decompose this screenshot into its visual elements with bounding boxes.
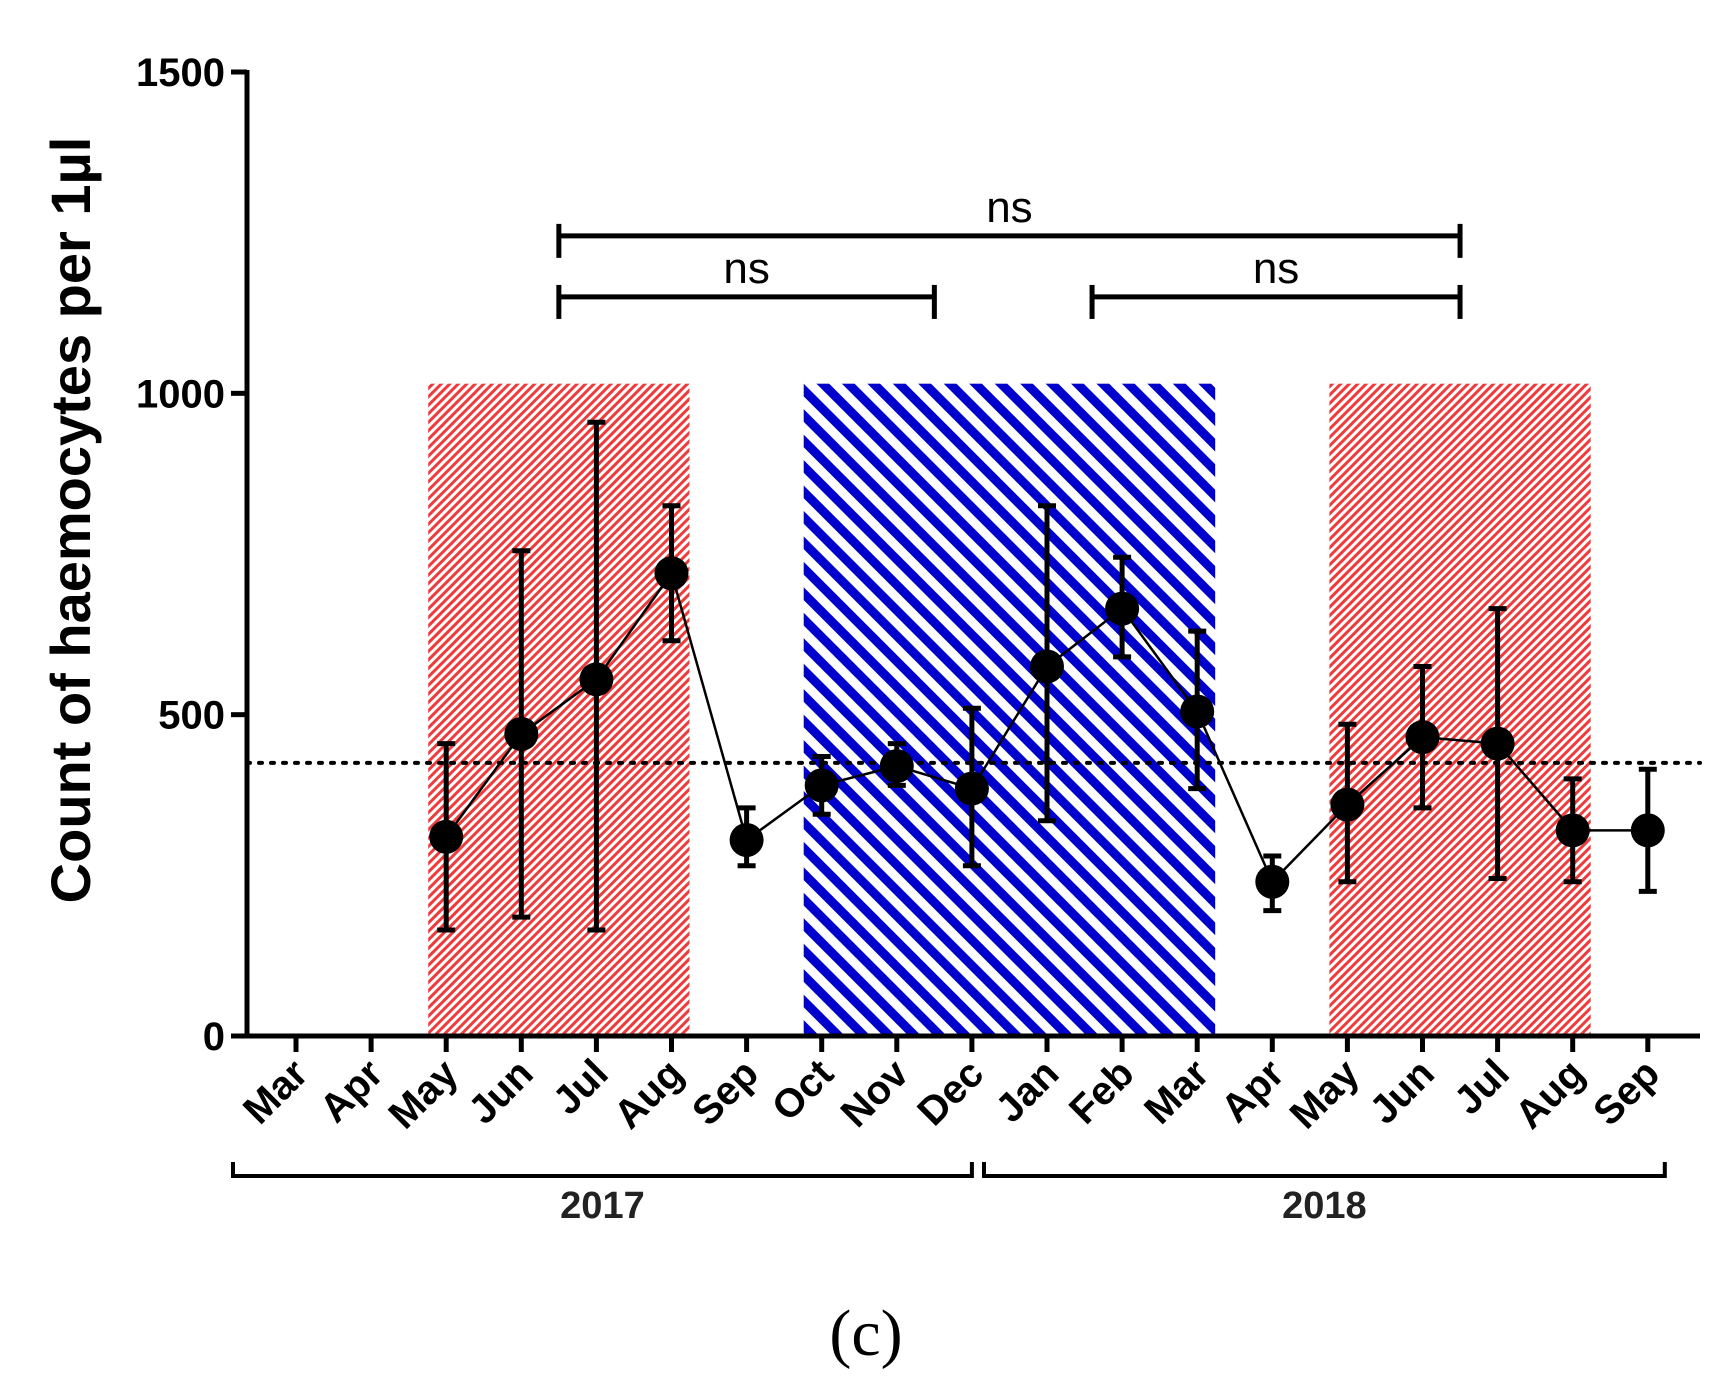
shaded-region-1: [428, 383, 690, 1036]
significance-label: ns: [1253, 244, 1299, 293]
x-tick-label: Aug: [606, 1051, 692, 1137]
y-axis-label: Count of haemocytes per 1µl: [39, 137, 102, 904]
data-point: [1405, 720, 1440, 755]
x-tick-label: Apr: [1213, 1051, 1293, 1131]
year-bracket-2017: 2017: [231, 1162, 974, 1227]
shaded-regions: [428, 383, 1591, 1036]
data-point: [654, 556, 689, 591]
x-tick-label: May: [380, 1051, 467, 1138]
data-point: [804, 768, 839, 803]
data-point: [1030, 649, 1064, 684]
x-tick-label: Jul: [1446, 1051, 1518, 1123]
y-tick-label-1500: 1500: [136, 51, 225, 95]
significance-bracket-2: ns: [556, 244, 937, 319]
data-point: [579, 662, 614, 697]
x-tick-label: May: [1282, 1051, 1369, 1138]
x-tick-label: Apr: [312, 1051, 392, 1131]
x-tick-label: Jul: [545, 1051, 617, 1123]
significance-brackets: ns ns ns: [556, 183, 1463, 319]
y-tick-label-0: 0: [203, 1015, 225, 1059]
significance-label: ns: [723, 244, 769, 293]
data-point: [1630, 813, 1665, 848]
data-point: [729, 822, 764, 857]
x-tick-label: Mar: [1136, 1051, 1217, 1132]
year-label: 2018: [1282, 1185, 1367, 1227]
x-tick-label: Mar: [235, 1051, 316, 1132]
data-point: [879, 749, 914, 784]
x-tick-label: Dec: [909, 1051, 992, 1134]
x-tick-label: Jan: [988, 1051, 1068, 1131]
panel-label: (c): [829, 1297, 902, 1370]
y-tick-label-500: 500: [158, 694, 225, 738]
x-tick-label: Aug: [1507, 1051, 1593, 1137]
data-point: [504, 716, 539, 751]
x-tick-label: Nov: [833, 1051, 918, 1136]
x-tick-label: Sep: [684, 1051, 767, 1134]
x-tick-label: Feb: [1061, 1051, 1142, 1132]
significance-label: ns: [986, 183, 1032, 232]
shaded-region-2: [803, 383, 1216, 1036]
year-bracket-2018: 2018: [982, 1162, 1667, 1227]
x-tick-label: Sep: [1585, 1051, 1668, 1134]
x-tick-label: Oct: [764, 1051, 842, 1129]
significance-bracket-1: ns: [556, 183, 1463, 258]
data-point: [1255, 864, 1290, 899]
data-point: [1555, 813, 1590, 848]
x-tick-label: Jun: [460, 1051, 541, 1132]
shaded-region-3: [1329, 383, 1591, 1036]
data-point: [1180, 694, 1215, 729]
year-brackets: 2017 2018: [231, 1162, 1667, 1227]
significance-bracket-3: ns: [1089, 244, 1463, 319]
data-series: [429, 419, 1665, 933]
data-point: [1105, 591, 1140, 626]
x-tick-label: Jun: [1361, 1051, 1442, 1132]
data-point: [429, 819, 464, 854]
year-label: 2017: [560, 1185, 645, 1227]
data-point: [1330, 787, 1365, 822]
data-point: [954, 771, 989, 806]
y-tick-label-1000: 1000: [136, 372, 225, 416]
data-point: [1480, 726, 1515, 761]
